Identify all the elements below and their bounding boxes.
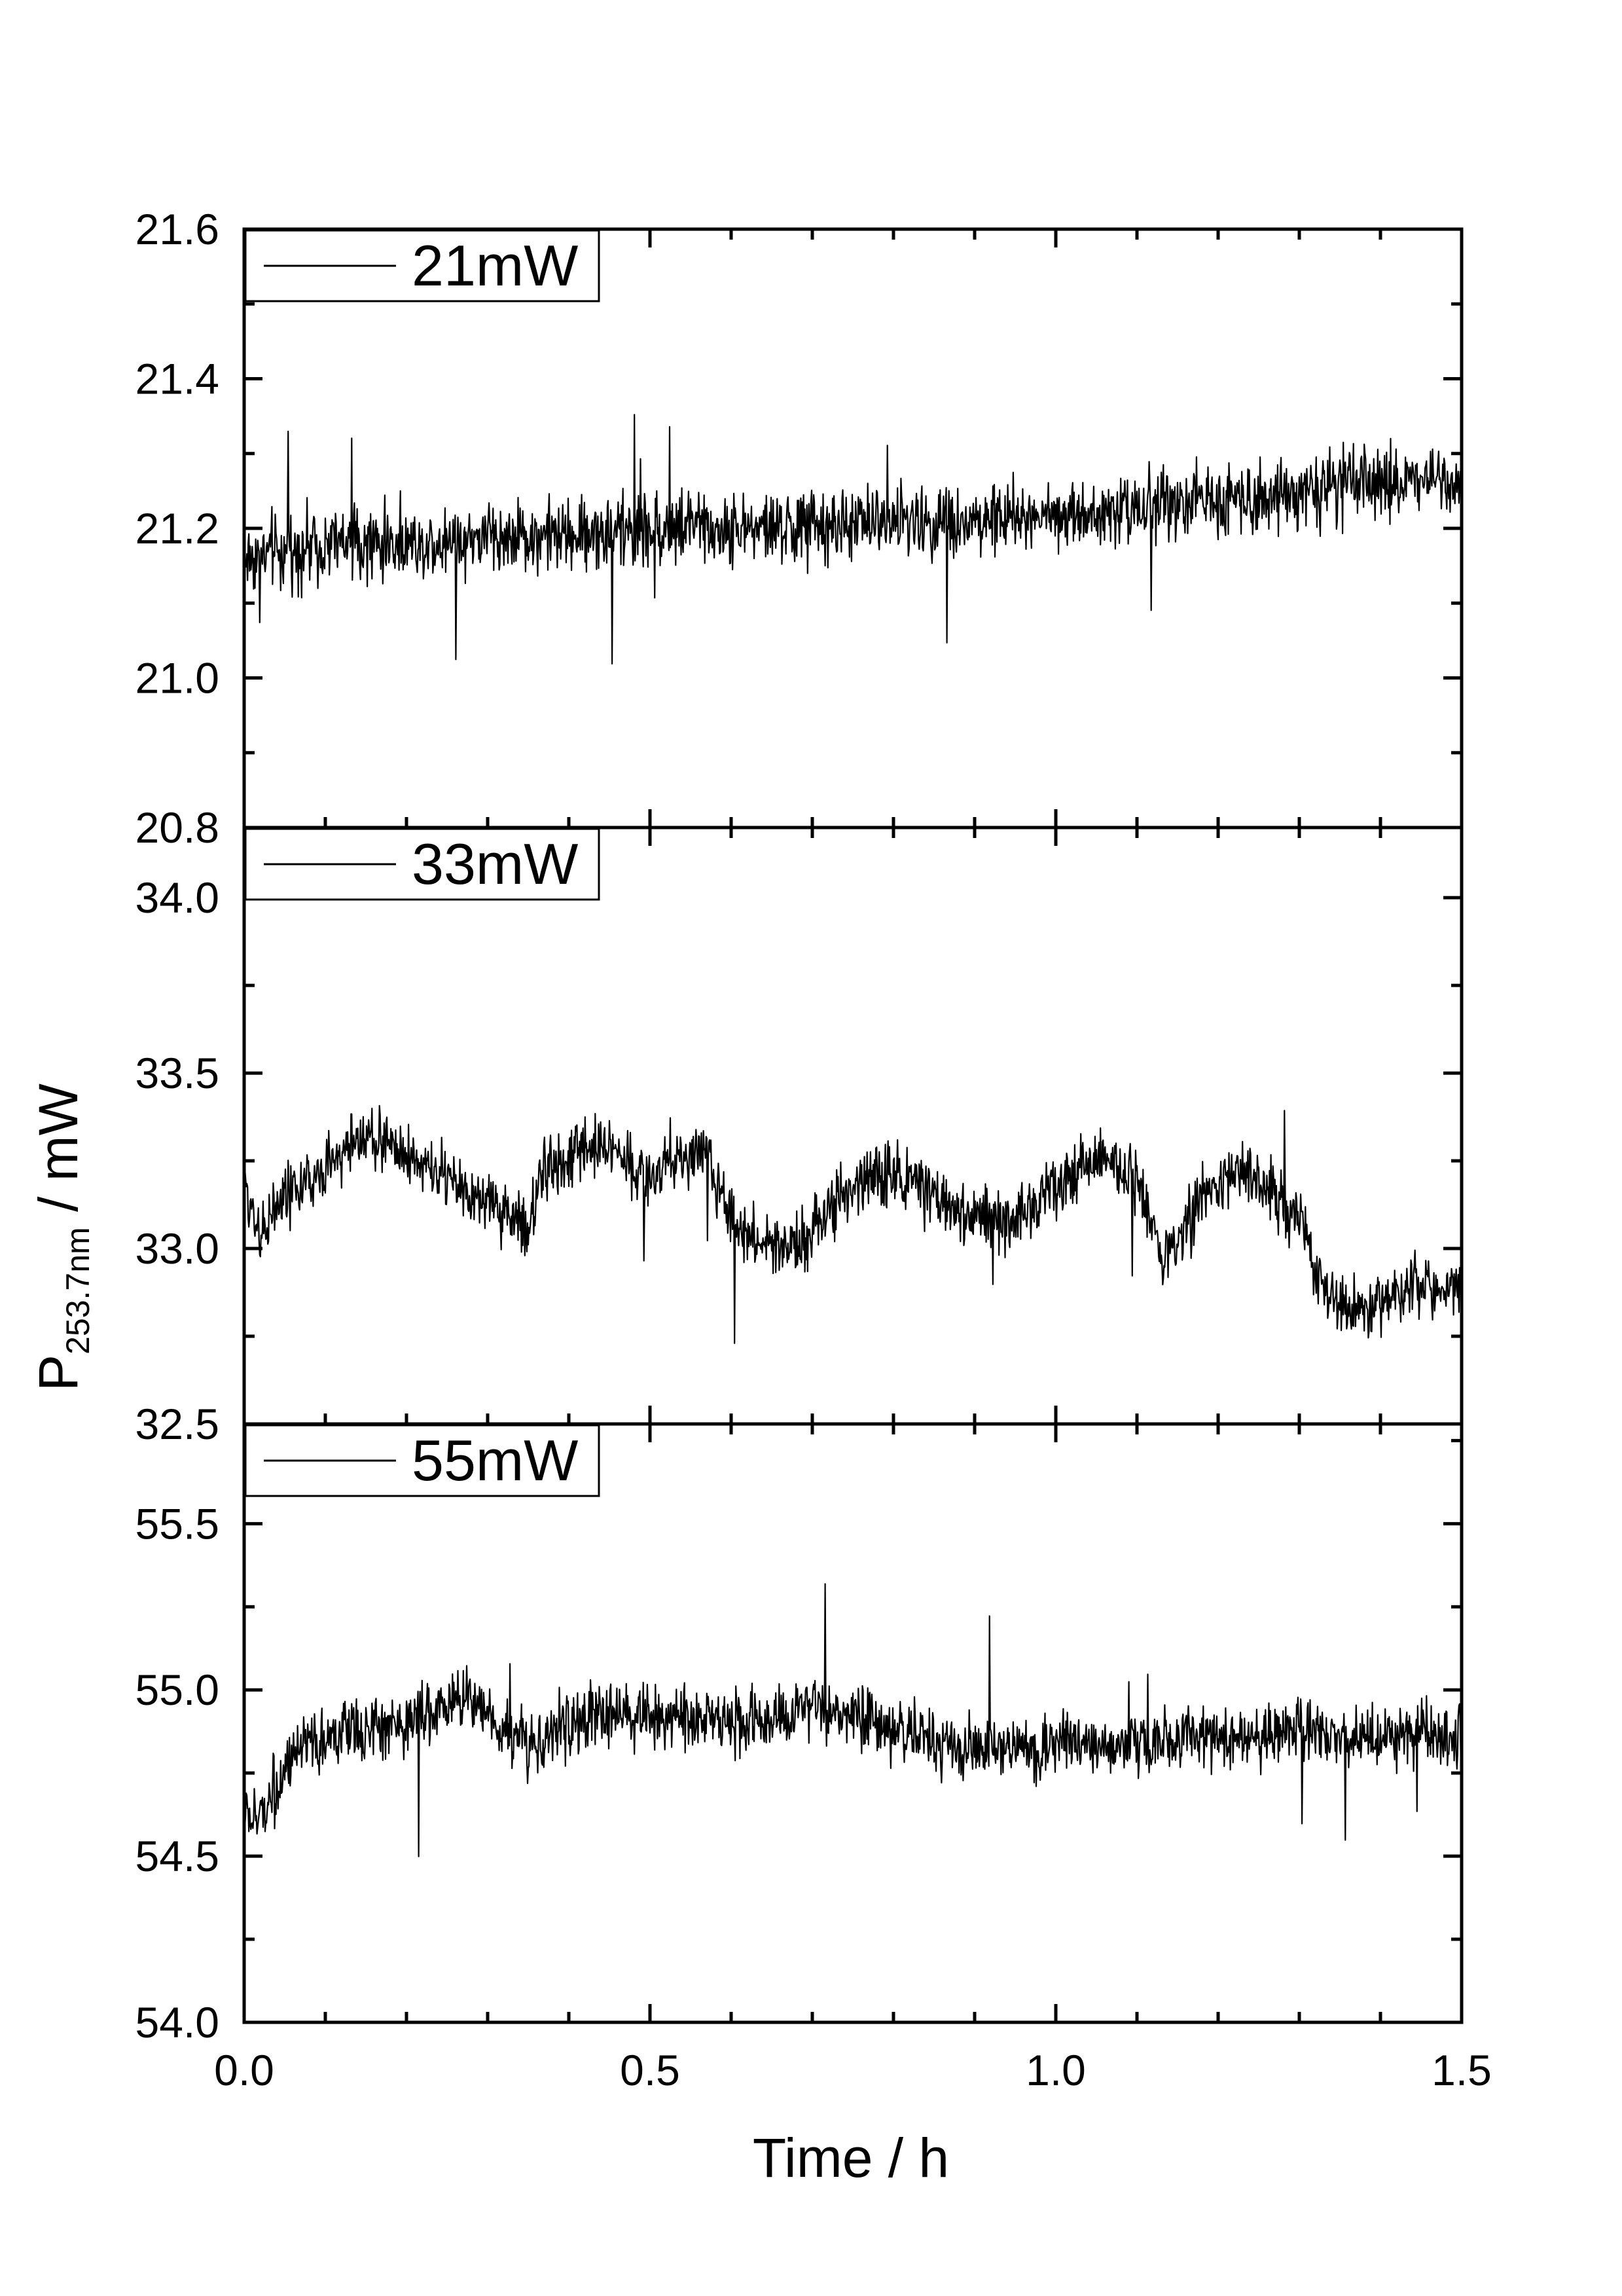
y-tick-label: 21.0 xyxy=(135,654,219,702)
panel-33mW: 32.5 33.0 33.5 34.0 33mW xyxy=(135,826,1464,1448)
legend-label: 33mW xyxy=(412,831,578,896)
x-tick-labels: 0.0 0.5 1.0 1.5 xyxy=(214,2046,1492,2094)
panels-layer: 20.8 21.0 21.2 21.4 21.6 21mW 32.5 33.0 33.5 34.0… xyxy=(135,205,1492,2094)
x-tick-label: 1.5 xyxy=(1432,2046,1492,2094)
y-axis-title: P253.7nm / mW xyxy=(27,1084,96,1391)
panel-frame xyxy=(242,1422,1464,2024)
y-tick-label: 32.5 xyxy=(135,1400,219,1448)
series-line-33mW xyxy=(243,1104,1463,1344)
x-axis-title: Time / h xyxy=(753,2127,949,2189)
legend: 21mW xyxy=(244,229,600,302)
series-line-21mW xyxy=(243,414,1463,665)
y-tick-label: 34.0 xyxy=(135,873,219,922)
y-tick-label: 55.0 xyxy=(135,1666,219,1714)
legend: 33mW xyxy=(244,828,600,901)
y-tick-label: 20.8 xyxy=(135,803,219,852)
x-tick-label: 1.0 xyxy=(1026,2046,1086,2094)
panel-21mW: 20.8 21.0 21.2 21.4 21.6 21mW xyxy=(135,205,1464,852)
y-tick-label: 54.5 xyxy=(135,1832,219,1880)
panel-55mW: 54.0 54.5 55.0 55.5 55mW xyxy=(135,1422,1464,2047)
y-tick-label: 54.0 xyxy=(135,1998,219,2047)
y-tick-label: 21.4 xyxy=(135,355,219,403)
y-tick-label: 33.0 xyxy=(135,1224,219,1273)
y-tick-label: 21.6 xyxy=(135,205,219,253)
legend-label: 21mW xyxy=(412,233,578,298)
y-tick-label: 33.5 xyxy=(135,1049,219,1097)
x-tick-label: 0.0 xyxy=(214,2046,274,2094)
legend: 55mW xyxy=(244,1424,600,1497)
series-line-55mW xyxy=(243,1583,1463,1857)
y-tick-label: 21.2 xyxy=(135,504,219,553)
y-tick-label: 55.5 xyxy=(135,1499,219,1548)
legend-label: 55mW xyxy=(412,1428,578,1493)
x-tick-label: 0.5 xyxy=(620,2046,680,2094)
